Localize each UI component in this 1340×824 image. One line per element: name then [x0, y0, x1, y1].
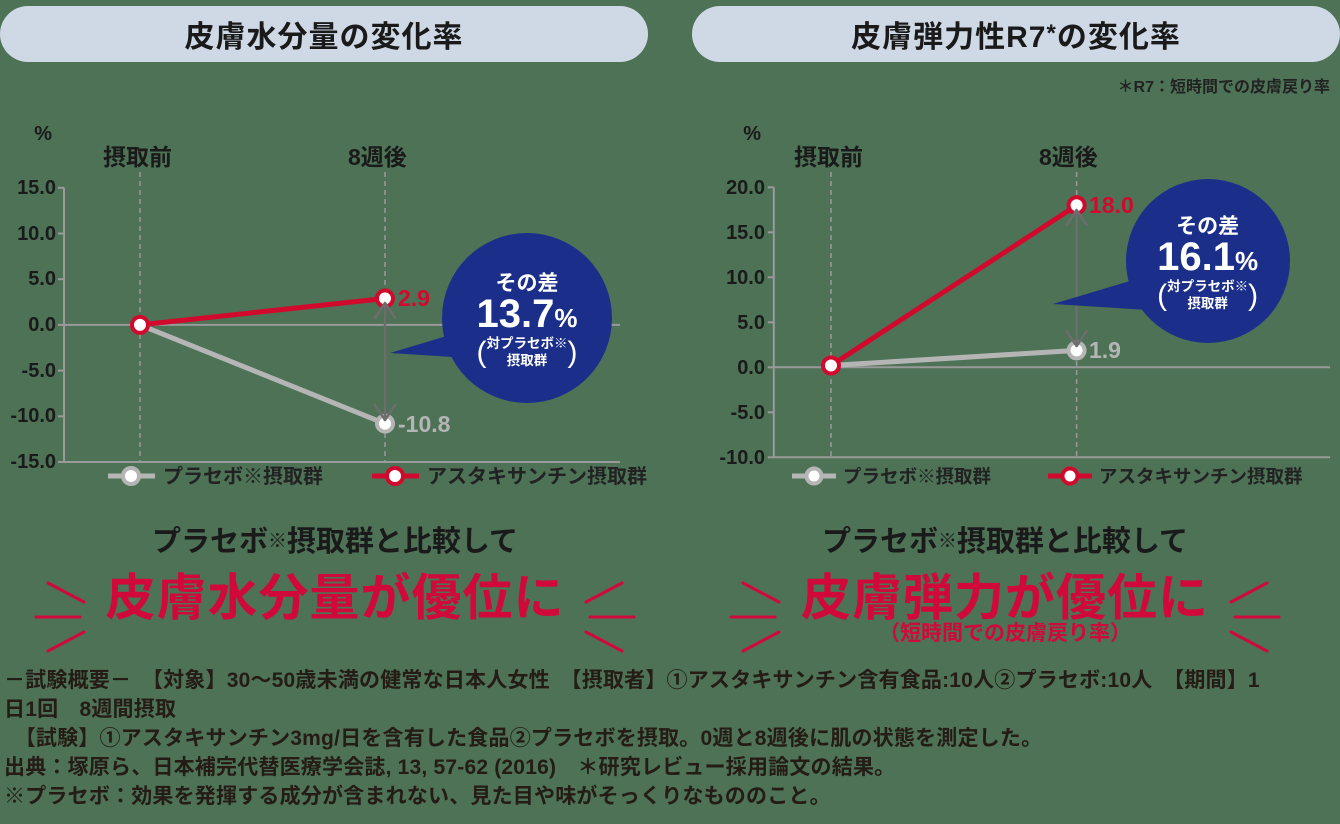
svg-text:5.0: 5.0: [28, 268, 56, 290]
svg-text:%: %: [743, 123, 761, 145]
svg-text:-10.0: -10.0: [10, 405, 56, 427]
svg-text:-10.8: -10.8: [398, 411, 451, 437]
svg-text:15.0: 15.0: [17, 177, 56, 199]
svg-text:プラセボ※摂取群: プラセボ※摂取群: [163, 465, 323, 488]
svg-text:0.0: 0.0: [28, 314, 56, 336]
svg-text:18.0: 18.0: [1089, 192, 1134, 218]
svg-text:5.0: 5.0: [737, 312, 765, 334]
svg-text:0.0: 0.0: [737, 357, 765, 379]
svg-text:15.0: 15.0: [726, 222, 765, 244]
svg-text:摂取前: 摂取前: [794, 144, 863, 170]
svg-text:10.0: 10.0: [726, 267, 765, 289]
svg-text:20.0: 20.0: [726, 177, 765, 199]
svg-text:摂取前: 摂取前: [103, 144, 172, 170]
svg-text:アスタキサンチン摂取群: アスタキサンチン摂取群: [1099, 466, 1303, 487]
svg-text:-15.0: -15.0: [10, 451, 56, 473]
svg-text:8週後: 8週後: [1039, 144, 1098, 170]
svg-text:プラセボ※摂取群: プラセボ※摂取群: [843, 466, 991, 487]
svg-text:10.0: 10.0: [17, 223, 56, 245]
svg-text:-5.0: -5.0: [731, 402, 765, 424]
svg-text:8週後: 8週後: [348, 144, 407, 170]
svg-text:1.9: 1.9: [1089, 337, 1121, 363]
svg-text:-10.0: -10.0: [719, 447, 765, 469]
svg-text:%: %: [34, 123, 52, 145]
svg-text:アスタキサンチン摂取群: アスタキサンチン摂取群: [427, 465, 647, 488]
svg-text:-5.0: -5.0: [22, 360, 56, 382]
